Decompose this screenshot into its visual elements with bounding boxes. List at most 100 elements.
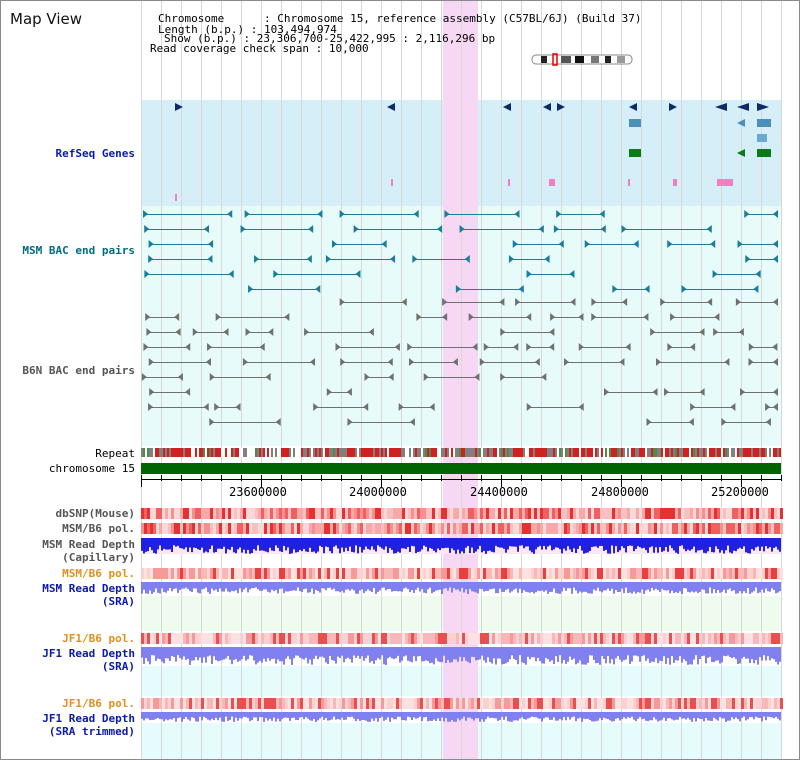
track-label-msm-pol-2[interactable]: MSM/B6 pol.: [62, 567, 135, 580]
depth-bar: [717, 582, 719, 590]
track-label-jf1-pol-2[interactable]: JF1/B6 pol.: [62, 697, 135, 710]
polymorphism-cell: [780, 523, 783, 534]
repeat-segment: [695, 448, 697, 457]
depth-bar: [449, 538, 451, 553]
polymorphism-cell: [495, 633, 498, 644]
polymorphism-cell: [465, 698, 468, 709]
polymorphism-cell: [141, 698, 144, 709]
depth-bar: [689, 647, 691, 665]
repeat-segment: [459, 448, 461, 457]
depth-bar: [469, 712, 471, 718]
depth-bar: [687, 582, 689, 592]
depth-bar: [429, 647, 431, 664]
polymorphism-cell: [378, 508, 381, 519]
repeat-segment: [155, 448, 157, 457]
polymorphism-cell: [294, 523, 297, 534]
depth-bar: [269, 582, 271, 593]
depth-bar: [261, 647, 263, 663]
polymorphism-cell: [156, 568, 159, 579]
depth-bar: [229, 712, 231, 720]
gene-feature: [353, 225, 359, 233]
polymorphism-cell: [162, 523, 165, 534]
polymorphism-cell: [699, 633, 702, 644]
polymorphism-cell: [291, 633, 294, 644]
gene-feature: [748, 358, 754, 366]
depth-bar: [435, 538, 437, 553]
depth-bar: [773, 538, 775, 548]
depth-bar: [565, 582, 567, 591]
polymorphism-cell: [714, 568, 717, 579]
track-label-msm-depth-capillary[interactable]: MSM Read Depth (Capillary): [42, 538, 135, 564]
depth-bar: [673, 647, 675, 663]
gene-feature: [332, 240, 338, 248]
depth-bar: [385, 582, 387, 591]
depth-bar: [405, 582, 407, 588]
length-info: Length (b.p.) : 103,494,974: [158, 23, 337, 36]
gene-feature: [765, 403, 771, 411]
polymorphism-cell: [147, 523, 150, 534]
polymorphism-cell: [765, 508, 768, 519]
track-label-b6n-bac[interactable]: B6N BAC end pairs: [22, 364, 135, 377]
track-label-msm-pol-1[interactable]: MSM/B6 pol.: [62, 522, 135, 535]
polymorphism-cell: [771, 698, 774, 709]
polymorphism-cell: [777, 523, 780, 534]
polymorphism-cell: [609, 523, 612, 534]
depth-bar: [355, 582, 357, 594]
depth-bar: [335, 538, 337, 546]
depth-bar: [601, 582, 603, 593]
gene-feature: [553, 225, 559, 233]
track-label-jf1-depth-trimmed[interactable]: JF1 Read Depth (SRA trimmed): [42, 712, 135, 738]
track-label-dbsnp[interactable]: dbSNP(Mouse): [55, 507, 135, 520]
depth-bar: [615, 538, 617, 547]
depth-bar: [445, 582, 447, 589]
polymorphism-cell: [747, 633, 750, 644]
depth-bar: [263, 538, 265, 551]
track-label-jf1-depth-sra[interactable]: JF1 Read Depth (SRA): [42, 647, 135, 673]
repeat-segment: [671, 448, 673, 457]
polymorphism-cell: [528, 568, 531, 579]
polymorphism-cell: [681, 508, 684, 519]
depth-bar: [565, 712, 567, 721]
depth-bar: [231, 538, 233, 547]
depth-bar: [603, 712, 605, 718]
track-label-jf1-pol-1[interactable]: JF1/B6 pol.: [62, 632, 135, 645]
depth-bar: [523, 712, 525, 720]
polymorphism-cell: [729, 698, 732, 709]
polymorphism-cell: [681, 568, 684, 579]
track-label-refseq-genes[interactable]: RefSeq Genes: [55, 147, 135, 160]
polymorphism-cell: [153, 508, 156, 519]
polymorphism-cell: [663, 508, 666, 519]
polymorphism-cell: [600, 633, 603, 644]
repeat-segment: [641, 448, 643, 457]
repeat-segment: [317, 448, 319, 457]
track-label-msm-depth-sra[interactable]: MSM Read Depth (SRA): [42, 582, 135, 608]
polymorphism-cell: [603, 508, 606, 519]
depth-bar: [761, 538, 763, 547]
depth-bar: [439, 538, 441, 551]
gene-feature: [335, 343, 341, 351]
polymorphism-cell: [363, 508, 366, 519]
polymorphism-cell: [366, 508, 369, 519]
depth-bar: [649, 712, 651, 721]
polymorphism-cell: [522, 508, 525, 519]
depth-bar: [349, 712, 351, 718]
depth-bar: [751, 647, 753, 660]
polymorphism-cell: [777, 508, 780, 519]
polymorphism-cell: [642, 523, 645, 534]
polymorphism-cell: [504, 568, 507, 579]
polymorphism-cell: [324, 523, 327, 534]
polymorphism-cell: [573, 508, 576, 519]
depth-bar: [517, 647, 519, 665]
gene-marker: [549, 179, 555, 186]
depth-bar: [757, 582, 759, 594]
depth-bar: [645, 712, 647, 721]
gene-feature: [401, 298, 407, 306]
polymorphism-cell: [537, 523, 540, 534]
repeat-segment: [765, 448, 767, 457]
depth-bar: [627, 582, 629, 593]
polymorphism-cell: [495, 568, 498, 579]
depth-bar: [449, 712, 451, 722]
polymorphism-cell: [636, 633, 639, 644]
track-label-msm-bac[interactable]: MSM BAC end pairs: [22, 244, 135, 257]
